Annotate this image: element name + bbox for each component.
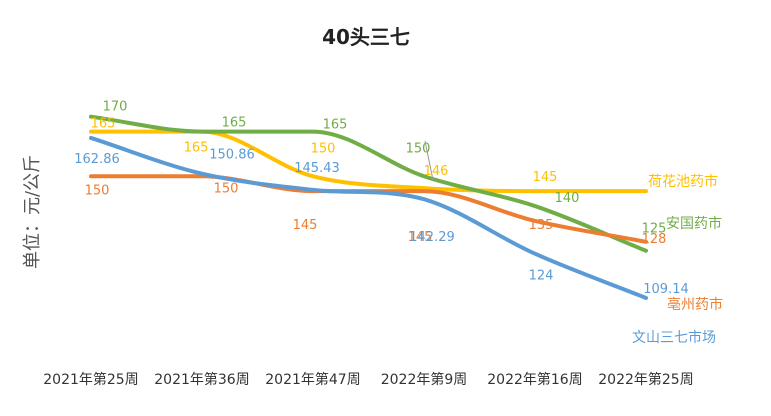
data-label: 125 [642,222,667,237]
data-label: 146 [424,164,449,179]
data-label: 145 [408,230,433,245]
data-label: 165 [222,116,247,131]
data-labels: 165 165 150 146 145 170 165 165 150 140 125 150 150 1… [74,100,689,297]
series-lines [89,114,648,300]
series-name-label: 安国药市 [666,215,722,232]
data-label: 165 [184,141,209,156]
data-label: 162.86 [74,152,120,167]
data-label: 150 [406,141,431,156]
series-name-label: 亳州药市 [667,296,723,313]
x-tick-label: 2022年第9周 [381,371,468,388]
y-axis-label: 单位：元/公斤 [22,155,43,269]
data-label: 150 [214,181,239,196]
data-label: 128 [642,232,667,247]
series-name-label: 文山三七市场 [632,329,716,346]
chart-title: 40头三七 [322,25,410,49]
data-label: 150.86 [209,148,255,163]
data-label: 165 [91,117,116,132]
data-label: 145.43 [294,161,340,176]
data-label: 170 [103,100,128,115]
data-label: 145 [293,218,318,233]
x-axis-ticks: 2021年第25周 2021年第36周 2021年第47周 2022年第9周 2022年… [43,371,693,388]
series-line-1 [89,114,648,253]
data-label: 150 [85,183,110,198]
data-label: 142.29 [409,230,455,245]
x-tick-label: 2021年第47周 [265,371,360,388]
series-line-0 [89,129,648,194]
label-leader-line [424,140,434,181]
x-tick-label: 2022年第25周 [598,371,693,388]
data-label: 135 [529,218,554,233]
data-label: 109.14 [643,282,689,297]
x-tick-label: 2021年第25周 [43,371,138,388]
x-tick-label: 2021年第36周 [154,371,249,388]
series-name-label: 荷花池药市 [648,173,718,190]
data-label: 124 [529,269,554,284]
data-label: 140 [555,191,580,206]
data-label: 150 [311,141,336,156]
series-line-3 [89,135,648,300]
x-tick-label: 2022年第16周 [487,371,582,388]
data-label: 165 [323,118,348,133]
data-label: 145 [533,170,558,185]
